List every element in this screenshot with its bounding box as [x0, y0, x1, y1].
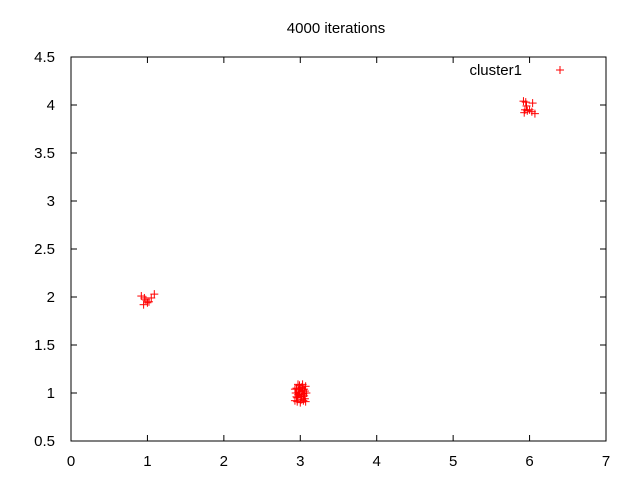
- x-tick-label: 6: [525, 453, 533, 470]
- axis-ticks: [70, 56, 607, 442]
- y-tick-label: 4.5: [34, 49, 55, 66]
- data-point: [296, 384, 305, 393]
- data-point: [139, 300, 148, 309]
- data-point: [528, 99, 537, 108]
- y-tick-label: 2.5: [34, 241, 55, 258]
- y-tick-label: 1.5: [34, 337, 55, 354]
- legend-label: cluster1: [469, 62, 522, 79]
- x-tick-label: 1: [143, 453, 151, 470]
- data-point: [297, 392, 306, 401]
- data-point: [302, 389, 311, 397]
- data-point: [300, 387, 309, 396]
- data-point: [299, 396, 308, 405]
- x-tick-labels: 0 1 2 3 4 5 6 7: [67, 453, 610, 470]
- y-tick-label: 2: [47, 289, 55, 306]
- data-point: [290, 385, 299, 394]
- y-tick-labels: 0.5 1 1.5 2 2.5 3 3.5 4 4.5: [34, 49, 55, 450]
- data-point: [143, 298, 152, 307]
- x-tick-label: 4: [373, 453, 381, 470]
- y-tick-label: 1: [47, 385, 55, 402]
- data-point: [520, 108, 529, 117]
- x-tick-label: 2: [220, 453, 228, 470]
- data-point: [295, 388, 304, 397]
- y-tick-label: 0.5: [34, 433, 55, 450]
- y-tick-label: 4: [47, 97, 55, 114]
- y-tick-label: 3: [47, 193, 55, 210]
- plot-marks: [137, 97, 539, 407]
- legend: cluster1: [469, 62, 564, 79]
- x-tick-label: 0: [67, 453, 75, 470]
- data-point: [140, 293, 149, 302]
- data-point: [521, 98, 530, 107]
- y-tick-label: 3.5: [34, 145, 55, 162]
- legend-marker: [556, 66, 564, 74]
- data-point: [150, 290, 159, 299]
- chart-title: 4000 iterations: [287, 20, 385, 37]
- plot-frame: [70, 56, 607, 442]
- x-tick-label: 3: [296, 453, 304, 470]
- x-tick-label: 7: [602, 453, 610, 470]
- x-tick-label: 5: [449, 453, 457, 470]
- data-point: [293, 397, 302, 406]
- data-point: [530, 109, 539, 118]
